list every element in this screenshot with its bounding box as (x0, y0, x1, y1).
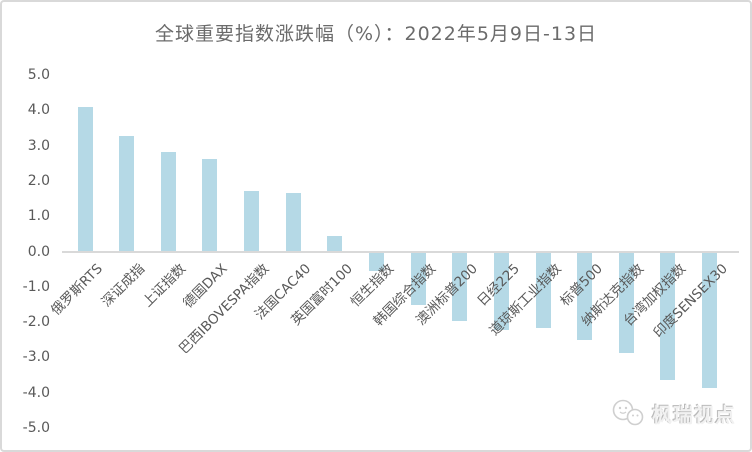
y-axis-tick: 0.0 (27, 243, 50, 260)
watermark: 枫瑞视点 (610, 398, 736, 428)
bar (202, 159, 218, 252)
y-axis-tick: 4.0 (27, 102, 50, 119)
y-axis-tick: -4.0 (22, 384, 50, 401)
chat-bubbles-icon (610, 398, 646, 428)
bar (327, 236, 343, 252)
y-axis-tick: -2.0 (22, 314, 50, 331)
bar (285, 192, 301, 252)
zero-axis-line (62, 250, 739, 253)
bar (660, 252, 676, 380)
bar (410, 252, 426, 306)
x-axis-label: 俄罗斯RTS (48, 260, 107, 319)
bar (160, 152, 176, 252)
y-axis-tick: 3.0 (27, 137, 50, 154)
chart-title: 全球重要指数涨跌幅（%）：2022年5月9日-13日 (154, 23, 598, 45)
y-axis-tick: 5.0 (27, 67, 50, 83)
bar (77, 107, 93, 252)
bar (119, 136, 135, 252)
watermark-text: 枫瑞视点 (652, 402, 736, 427)
y-axis-tick: 1.0 (27, 208, 50, 225)
bar (368, 252, 384, 271)
y-axis-tick: 2.0 (27, 172, 50, 189)
y-axis-tick: -1.0 (22, 278, 50, 295)
bar (702, 252, 718, 389)
bar (493, 252, 509, 330)
bar (452, 252, 468, 321)
bar (535, 252, 551, 328)
bar (244, 190, 260, 252)
bar (618, 252, 634, 353)
x-axis-label: 深证成指 (98, 260, 148, 311)
y-axis-tick: -5.0 (22, 420, 50, 436)
bar (577, 252, 593, 340)
y-axis-tick: -3.0 (22, 349, 50, 366)
